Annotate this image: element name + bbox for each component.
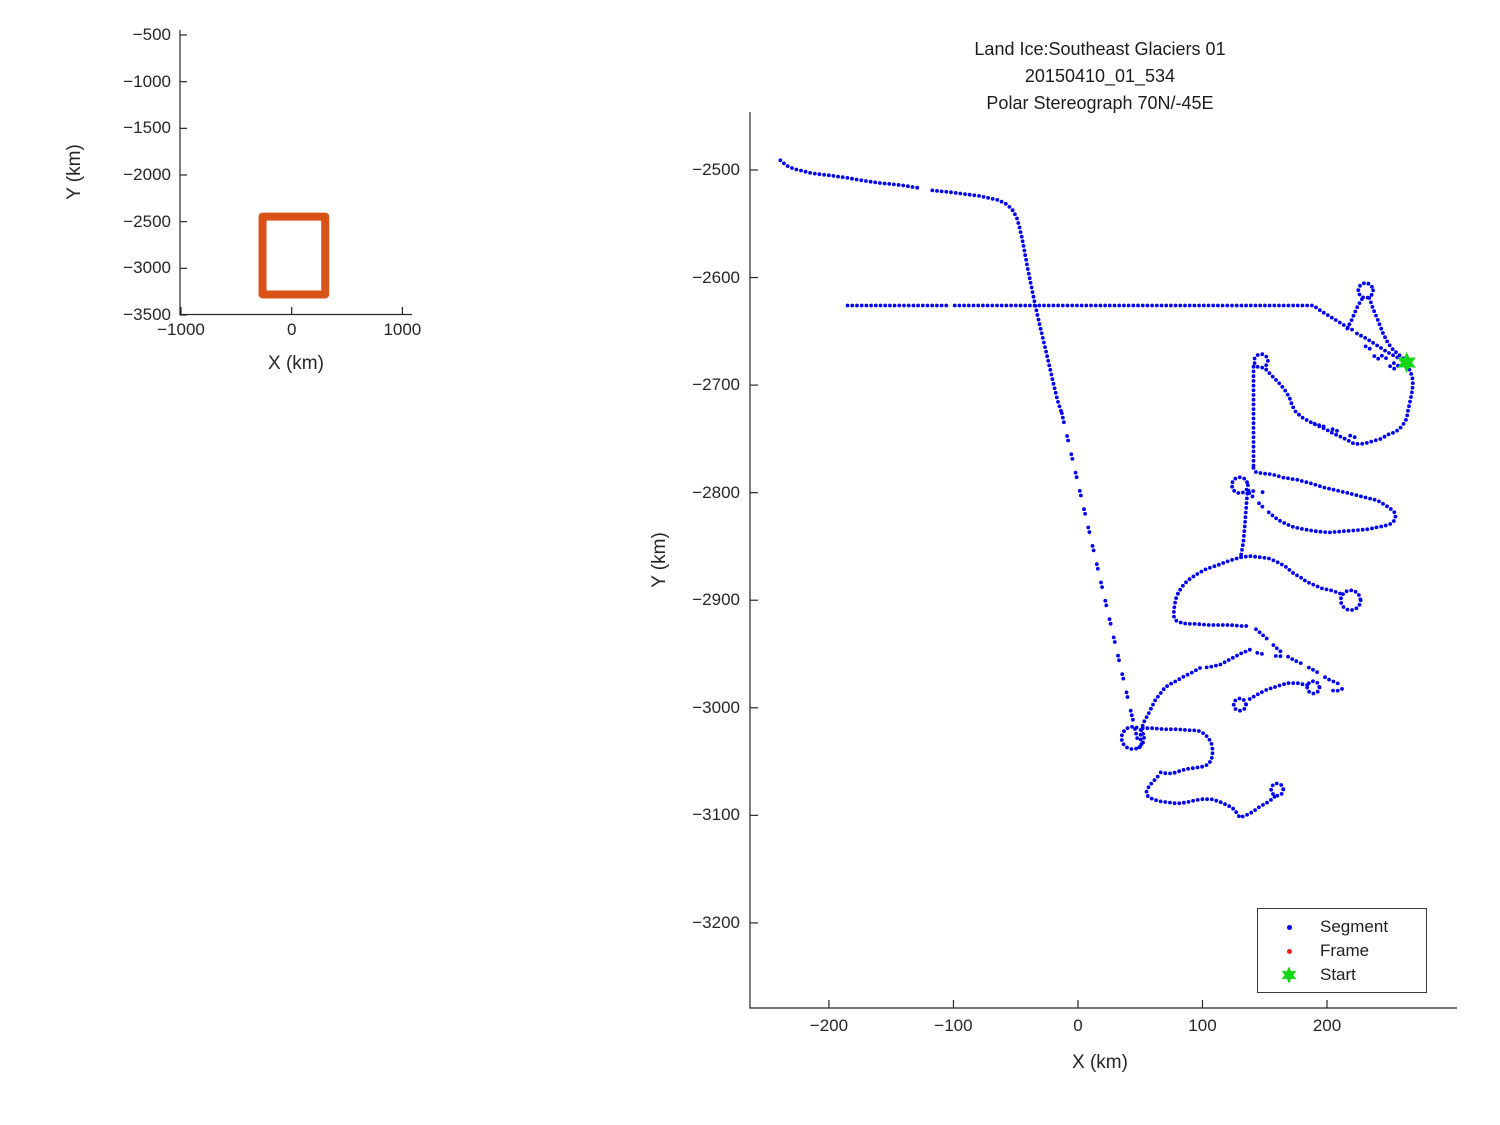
main-y-tick-label: −3000	[692, 697, 740, 717]
frame-marker-icon	[1258, 948, 1320, 954]
overview-y-tick-label: −3500	[123, 305, 171, 324]
overview-y-tick-label: −1000	[123, 71, 171, 91]
main-x-tick-label: −100	[934, 1016, 973, 1035]
segment-track-dots	[778, 158, 1415, 819]
segment-marker-icon	[1258, 924, 1320, 930]
legend-label-start: Start	[1320, 965, 1356, 984]
flight-extent-box	[258, 212, 330, 299]
main-y-tick-label: −2800	[692, 482, 740, 502]
main-x-axis-label: X (km)	[1072, 1052, 1128, 1073]
main-y-tick-label: −2700	[692, 375, 740, 395]
title-line-1: Land Ice:Southeast Glaciers 01	[974, 39, 1226, 59]
main-y-tick-label: −3100	[692, 805, 740, 825]
legend-label-segment: Segment	[1320, 917, 1389, 936]
main-y-tick-label: −2500	[692, 159, 740, 179]
main-y-tick-label: −2600	[692, 267, 740, 287]
legend: Segment Frame Start	[1257, 908, 1427, 993]
overview-y-tick-label: −3000	[123, 258, 171, 278]
legend-row-segment: Segment	[1258, 915, 1426, 939]
main-x-tick-label: −200	[809, 1016, 849, 1035]
overview-x-tick-label: 0	[286, 320, 297, 339]
overview-y-axis-label: Y (km)	[64, 144, 85, 200]
main-y-tick-label: −3200	[692, 912, 740, 932]
start-point-marker	[1397, 352, 1416, 373]
title-line-2: 20150410_01_534	[1024, 66, 1176, 86]
start-marker-icon	[1258, 964, 1320, 986]
legend-row-start: Start	[1258, 963, 1426, 987]
overview-x-tick-label: 1000	[383, 320, 422, 339]
main-y-tick-label: −2900	[692, 590, 740, 610]
main-x-tick-label: 100	[1188, 1016, 1217, 1035]
overview-y-tick-label: −1500	[123, 118, 171, 138]
overview-x-axis-label: X (km)	[268, 353, 324, 374]
main-plot-title: Land Ice:Southeast Glaciers 01 20150410_…	[850, 36, 1350, 117]
legend-row-frame: Frame	[1258, 939, 1426, 963]
main-x-tick-label: 0	[1073, 1016, 1083, 1035]
main-x-tick-label: 200	[1312, 1016, 1342, 1035]
overview-y-tick-label: −2500	[123, 211, 171, 231]
overview-y-tick-label: −2000	[123, 165, 171, 184]
title-line-3: Polar Stereograph 70N/-45E	[986, 93, 1214, 113]
overview-x-tick-label: −1000	[157, 320, 205, 339]
legend-label-frame: Frame	[1320, 941, 1370, 960]
main-y-axis-label: Y (km)	[649, 532, 670, 588]
overview-y-tick-label: −500	[132, 25, 171, 44]
